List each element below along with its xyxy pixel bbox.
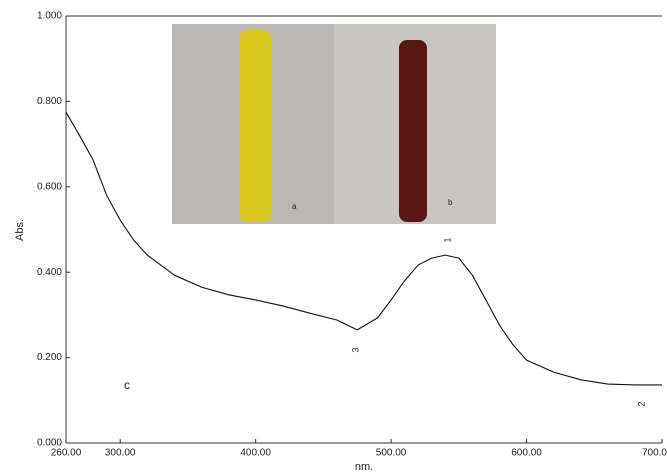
y-tick-label: 0.600 — [37, 181, 62, 192]
x-tick-label: 700.0 — [642, 448, 667, 459]
y-tick-label: 0.000 — [37, 438, 62, 449]
tube-red — [399, 40, 427, 222]
x-axis-label: nm. — [355, 461, 373, 473]
inset-photos: a b — [172, 24, 496, 224]
y-tick-label: 0.400 — [37, 267, 62, 278]
x-tick-label: 260.00 — [51, 448, 82, 459]
peak-label: 3 — [350, 347, 360, 352]
x-tick-label: 600.00 — [511, 448, 542, 459]
photo-label: b — [448, 198, 453, 207]
x-tick-label: 400.00 — [240, 448, 271, 459]
y-tick-label: 0.800 — [37, 96, 62, 107]
x-tick-label: 300.00 — [105, 448, 136, 459]
peak-label: 2 — [636, 401, 646, 406]
panel-label: c — [124, 378, 130, 392]
y-axis-label: Abs. — [14, 219, 26, 241]
tube-yellow — [239, 30, 271, 222]
peak-label: 1 — [442, 237, 452, 242]
y-tick-label: 0.200 — [37, 352, 62, 363]
spectrum-line — [65, 111, 662, 386]
y-tick-label: 1.000 — [37, 11, 62, 22]
photo-label: a — [292, 202, 297, 211]
x-tick-label: 500.00 — [376, 448, 407, 459]
